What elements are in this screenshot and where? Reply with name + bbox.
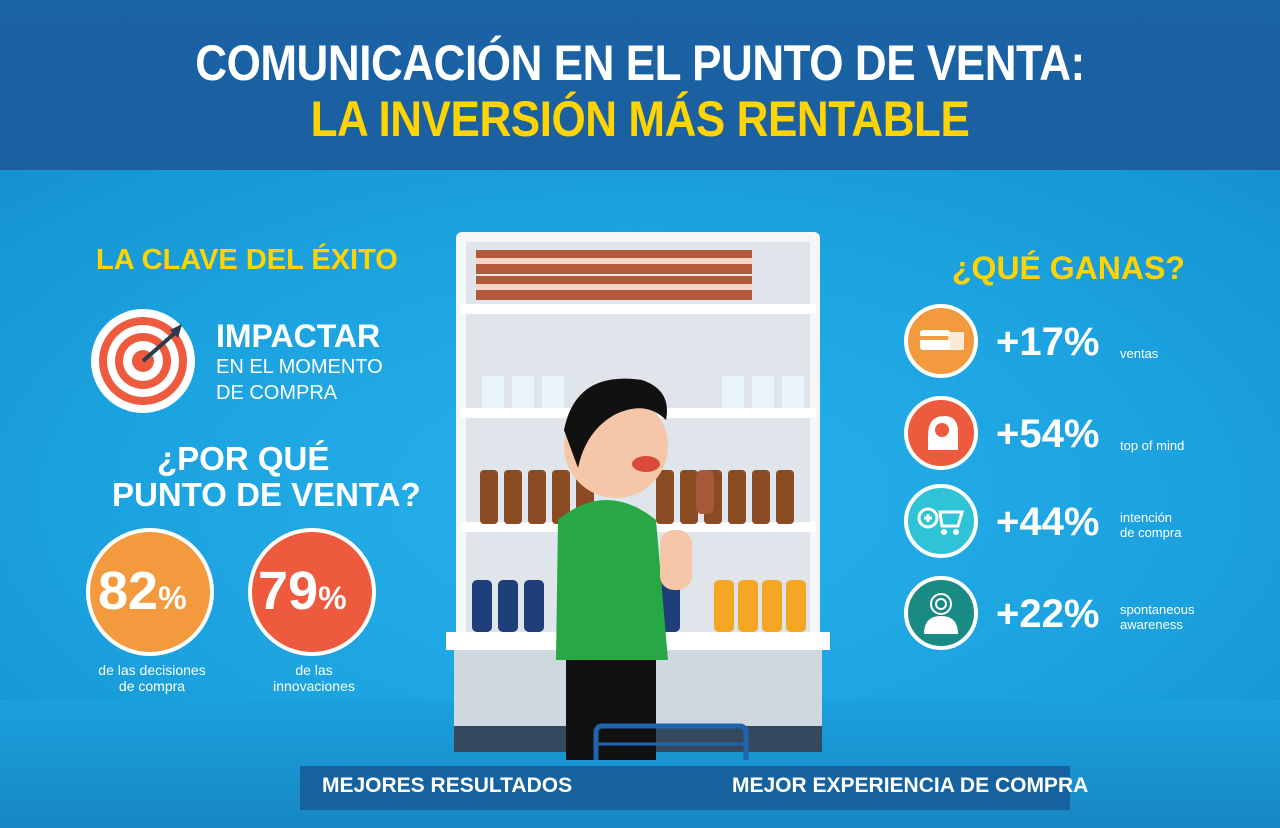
stat-caption-innovations: de las innovaciones: [252, 662, 376, 694]
stat-caption-innovations-line2: innovaciones: [273, 678, 355, 694]
benefit-icon-circle-3: [904, 484, 978, 558]
bottom-banner: [300, 766, 1070, 810]
why-heading-line-1: ¿POR QUÉ: [157, 440, 330, 477]
benefit-label-3-line1: intención: [1120, 510, 1173, 525]
page-title: COMUNICACIÓN EN EL PUNTO DE VENTA:: [195, 35, 1085, 91]
stat-value-decisions: 82%: [98, 560, 187, 622]
benefit-value-2: +54%: [996, 412, 1100, 456]
benefit-label-4: spontaneous awareness: [1120, 602, 1194, 632]
benefit-icon-circle-2: [904, 396, 978, 470]
credit-card-hand-icon: [920, 330, 964, 350]
benefit-label-4-line2: awareness: [1120, 617, 1183, 632]
header-banner: COMUNICACIÓN EN EL PUNTO DE VENTA: LA IN…: [0, 0, 1280, 170]
bottom-label-experience: MEJOR EXPERIENCIA DE COMPRA: [732, 774, 1089, 797]
bottom-label-results: MEJORES RESULTADOS: [322, 774, 573, 797]
benefit-value-3: +44%: [996, 500, 1100, 544]
stat-caption-innovations-line1: de las: [295, 662, 333, 678]
benefit-icon-circle-4: [904, 576, 978, 650]
benefit-label-3: intención de compra: [1120, 510, 1181, 540]
target-icon: [90, 308, 196, 414]
benefit-label-2: top of mind: [1120, 438, 1184, 453]
shopping-cart-plus-icon: [917, 507, 964, 535]
benefit-label-3-line2: de compra: [1120, 525, 1182, 540]
why-heading-line-2: PUNTO DE VENTA?: [112, 476, 421, 513]
head-lightbulb-icon: [928, 416, 958, 450]
stat-caption-decisions-line1: de las decisiones: [98, 662, 206, 678]
impact-line-2: EN EL MOMENTO: [216, 356, 383, 378]
stat-circle-decisions: [86, 528, 214, 656]
benefit-label-4-line1: spontaneous: [1120, 602, 1195, 617]
stat-value-decisions-number: 82: [98, 561, 159, 621]
benefit-label-1: ventas: [1120, 346, 1158, 361]
stat-value-innovations-number: 79: [258, 561, 319, 621]
stat-caption-decisions: de las decisiones de compra: [90, 662, 214, 694]
stat-value-decisions-unit: %: [158, 580, 187, 616]
stat-caption-decisions-line2: de compra: [118, 678, 186, 694]
stat-circle-innovations: [248, 528, 376, 656]
page-subtitle: LA INVERSIÓN MÁS RENTABLE: [310, 91, 970, 147]
benefit-value-1: +17%: [996, 320, 1100, 364]
key-heading: LA CLAVE DEL ÉXITO: [96, 244, 398, 276]
benefit-value-4: +22%: [996, 592, 1100, 636]
stat-value-innovations-unit: %: [318, 580, 347, 616]
impact-line-3: DE COMPRA: [216, 382, 338, 404]
benefit-label-1-line1: ventas: [1120, 346, 1159, 361]
shelf-illustration: [446, 230, 830, 799]
stat-value-innovations: 79%: [258, 560, 347, 622]
benefit-icon-circle-1: [904, 304, 978, 378]
person-target-icon: [924, 593, 958, 634]
gains-heading: ¿QUÉ GANAS?: [952, 250, 1185, 286]
impact-heading: IMPACTAR: [216, 318, 381, 354]
benefit-label-2-line1: top of mind: [1120, 438, 1185, 453]
